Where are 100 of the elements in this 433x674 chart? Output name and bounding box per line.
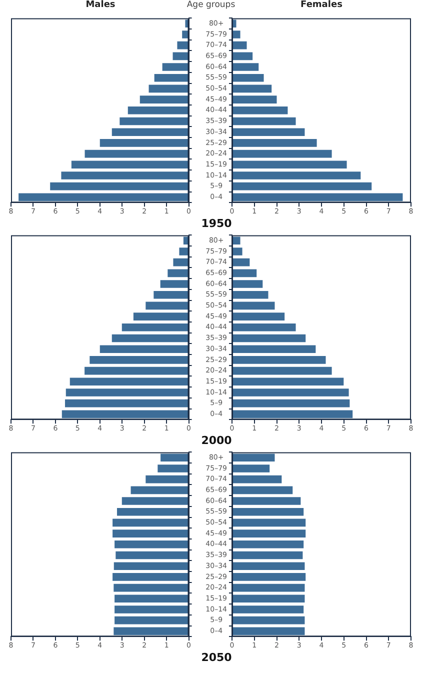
- bar: [232, 269, 257, 278]
- bar: [122, 497, 188, 505]
- bar: [112, 518, 188, 527]
- bar: [130, 486, 188, 494]
- bar: [232, 497, 301, 505]
- bar: [232, 627, 305, 636]
- bar: [100, 139, 188, 147]
- bar: [162, 63, 188, 71]
- bar: [232, 302, 275, 310]
- bar: [232, 562, 305, 570]
- bar: [232, 248, 242, 256]
- bar: [232, 508, 304, 516]
- bar: [128, 106, 188, 114]
- bar: [232, 606, 304, 614]
- bar: [232, 323, 296, 332]
- bar: [232, 280, 263, 288]
- x-axis-title: 2000: [200, 434, 233, 447]
- bar: [232, 464, 270, 472]
- bar: [114, 627, 188, 636]
- bar: [232, 475, 282, 484]
- bar: [112, 530, 188, 538]
- bar: [112, 334, 188, 342]
- bar: [114, 594, 188, 603]
- bar: [179, 248, 188, 256]
- bar: [172, 52, 188, 60]
- bar: [232, 454, 275, 462]
- bar: [84, 150, 188, 158]
- bar: [114, 606, 188, 614]
- bar: [183, 236, 188, 245]
- bar: [84, 366, 188, 375]
- bar: [232, 258, 250, 266]
- bar: [146, 302, 188, 310]
- bar: [114, 562, 188, 570]
- bar: [112, 128, 188, 136]
- bar: [116, 551, 188, 560]
- bar: [65, 399, 188, 408]
- bar: [133, 312, 188, 320]
- bar: [154, 290, 188, 299]
- bar: [232, 616, 305, 624]
- bar: [232, 139, 317, 147]
- bar: [182, 30, 188, 38]
- bar: [232, 193, 403, 202]
- bar: [232, 312, 285, 320]
- bar: [117, 508, 188, 516]
- bar: [70, 378, 188, 386]
- chart-title: Females: [300, 0, 342, 10]
- bar: [66, 388, 188, 396]
- bar: [177, 41, 188, 50]
- bar: [232, 160, 347, 169]
- bar: [232, 594, 305, 603]
- bar: [232, 63, 259, 71]
- bar: [154, 74, 188, 82]
- bar: [232, 236, 240, 245]
- bar: [232, 486, 293, 494]
- x-axis-title: 1950: [200, 217, 233, 230]
- bar: [50, 182, 188, 190]
- bar: [148, 84, 188, 93]
- bar: [232, 366, 332, 375]
- bar: [71, 160, 188, 169]
- bar: [232, 410, 353, 418]
- bar: [112, 573, 188, 581]
- chart-title: Males: [86, 0, 116, 10]
- bar: [173, 258, 188, 266]
- bar: [232, 540, 304, 548]
- bar: [232, 290, 268, 299]
- bar: [185, 20, 188, 28]
- x-axis-title: 2050: [200, 651, 233, 664]
- bar: [232, 388, 349, 396]
- bar: [114, 616, 188, 624]
- bar: [232, 573, 306, 581]
- bar: [90, 356, 188, 364]
- bar: [232, 128, 305, 136]
- bar: [140, 96, 188, 104]
- bar: [232, 530, 306, 538]
- bar: [232, 20, 236, 28]
- bar: [232, 334, 306, 342]
- bar: [114, 584, 188, 592]
- bar: [120, 117, 188, 126]
- bar: [232, 584, 305, 592]
- bar: [232, 182, 372, 190]
- bar: [114, 540, 188, 548]
- bar: [232, 172, 361, 180]
- bar: [232, 150, 332, 158]
- y-axis-title: Age groups: [186, 0, 236, 10]
- bar: [232, 518, 306, 527]
- bar: [100, 345, 188, 353]
- bar: [232, 345, 316, 353]
- bar: [232, 52, 253, 60]
- bar: [62, 410, 188, 418]
- bar: [232, 117, 296, 126]
- bar: [160, 280, 188, 288]
- bar: [232, 399, 350, 408]
- bar: [232, 356, 326, 364]
- bar: [146, 475, 188, 484]
- bar: [18, 193, 188, 202]
- bar: [232, 74, 264, 82]
- bar: [61, 172, 188, 180]
- bar: [168, 269, 188, 278]
- bar: [232, 106, 288, 114]
- bar: [122, 323, 188, 332]
